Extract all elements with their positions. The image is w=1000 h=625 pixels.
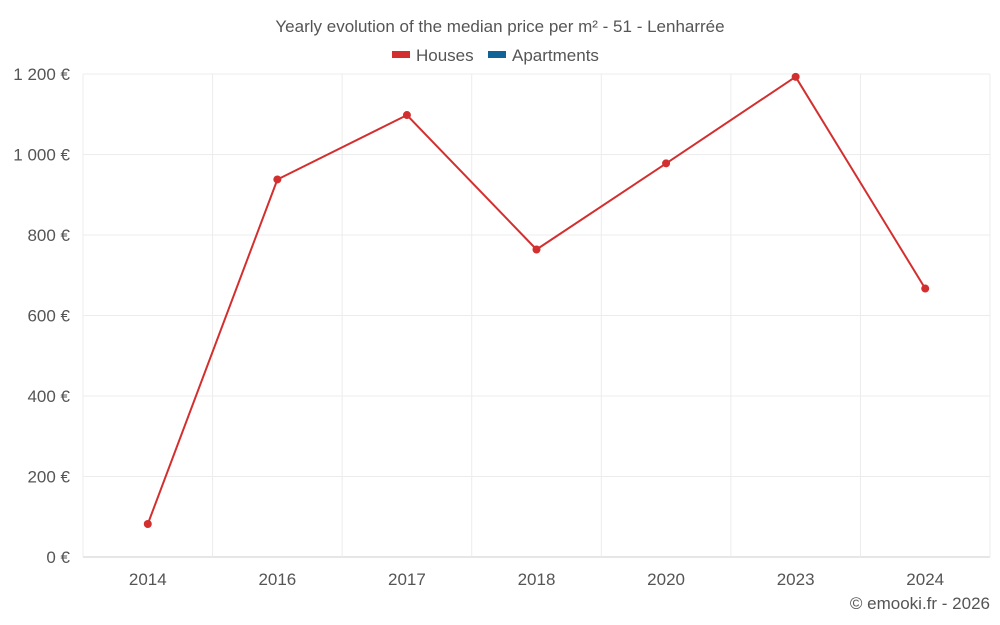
x-tick-label: 2018 [518,570,556,589]
x-tick-label: 2023 [777,570,815,589]
data-point-houses-2023[interactable] [791,72,800,81]
legend-swatch-apartments [488,51,506,58]
data-point-houses-2017[interactable] [402,111,411,120]
legend: Houses Apartments [392,46,599,65]
x-tick-label: 2014 [129,570,167,589]
x-tick-label: 2017 [388,570,426,589]
y-tick-label: 400 € [27,387,70,406]
chart-title: Yearly evolution of the median price per… [275,17,724,36]
y-axis: 0 € 200 € 400 € 600 € 800 € 1 000 € 1 200 € [13,65,70,567]
data-point-houses-2024[interactable] [921,284,930,293]
y-tick-label: 200 € [27,468,70,487]
credit-text: © emooki.fr - 2026 [850,594,990,613]
x-tick-label: 2016 [258,570,296,589]
legend-item-houses[interactable]: Houses [392,46,474,65]
y-tick-label: 1 200 € [13,65,70,84]
legend-label-apartments: Apartments [512,46,599,65]
legend-label-houses: Houses [416,46,474,65]
x-tick-label: 2024 [906,570,944,589]
y-tick-label: 1 000 € [13,146,70,165]
y-tick-label: 600 € [27,307,70,326]
x-axis: 2014 2016 2017 2018 2020 2023 2024 [129,570,944,589]
data-point-houses-2020[interactable] [662,159,671,168]
legend-swatch-houses [392,51,410,58]
data-point-houses-2016[interactable] [273,175,282,184]
series-line-houses [146,75,927,525]
data-point-houses-2014[interactable] [143,519,152,528]
y-tick-label: 800 € [27,226,70,245]
x-tick-label: 2020 [647,570,685,589]
data-point-houses-2018[interactable] [532,245,541,254]
series-houses [143,72,930,528]
legend-item-apartments[interactable]: Apartments [488,46,599,65]
y-tick-label: 0 € [46,548,70,567]
grid [82,73,991,558]
